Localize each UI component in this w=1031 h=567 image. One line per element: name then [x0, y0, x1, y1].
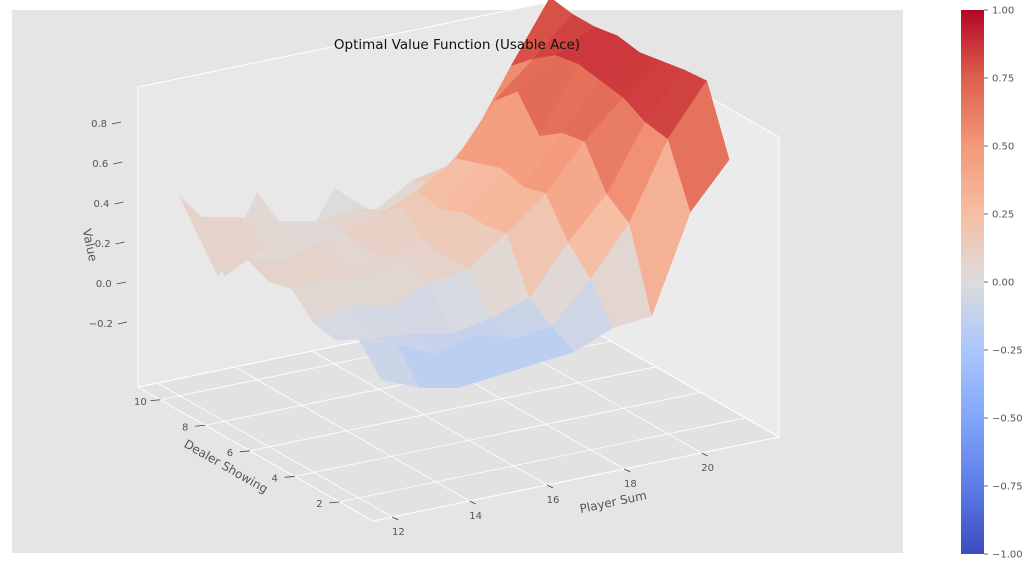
colorbar-tick-label: 0.25	[992, 210, 1014, 221]
gridline-x	[157, 382, 393, 518]
colorbar-tick-label: 0.50	[992, 142, 1014, 153]
chart-title: Optimal Value Function (Usable Ace)	[334, 37, 580, 53]
z-tick	[114, 201, 124, 205]
y-tick-label: 4	[271, 473, 277, 484]
y-tick	[329, 501, 340, 504]
gridline-x	[311, 350, 548, 486]
z-tick-label: 0.2	[95, 239, 111, 250]
y-tick	[239, 450, 250, 453]
x-tick	[392, 516, 399, 521]
y-tick-label: 6	[227, 448, 233, 459]
z-tick-label: 0.4	[93, 199, 109, 210]
z-tick	[115, 241, 125, 245]
x-tick-label: 12	[392, 527, 405, 538]
value-surface	[179, 0, 730, 389]
y-tick	[195, 424, 206, 427]
colorbar-tick-label: 0.00	[992, 278, 1014, 289]
colorbar-tick-label: −0.50	[992, 414, 1023, 425]
z-tick	[116, 281, 126, 285]
y-tick	[150, 399, 161, 402]
z-tick	[113, 161, 123, 165]
x-tick-label: 20	[701, 463, 714, 474]
x-tick	[546, 484, 554, 489]
colorbar-tick-label: −0.75	[992, 482, 1023, 493]
x-tick	[469, 500, 476, 505]
x-tick-label: 14	[469, 511, 482, 522]
z-tick-label: 0.6	[92, 159, 108, 170]
z-tick	[111, 121, 122, 125]
x-tick	[624, 468, 631, 473]
y-tick-label: 10	[134, 397, 147, 408]
z-tick	[117, 321, 128, 325]
gridline-y	[294, 391, 701, 477]
colorbar-ticks: 1.00 0.75 0.50 0.25 0.00 −0.25 −0.50 −0.75 −1.00	[984, 6, 1023, 561]
x-tick-label: 18	[624, 479, 637, 490]
z-tick-label: 0.0	[96, 279, 112, 290]
x-tick-label: 16	[547, 495, 560, 506]
colorbar	[961, 10, 984, 554]
gridline-y	[249, 366, 656, 452]
y-tick	[284, 475, 295, 478]
colorbar-tick-label: 0.75	[992, 74, 1014, 85]
z-tick-label: −0.2	[89, 319, 113, 330]
gridline-y	[339, 417, 746, 503]
surface-face	[667, 80, 730, 213]
colorbar-tick-label: 1.00	[992, 6, 1014, 17]
colorbar-tick-label: −1.00	[992, 550, 1023, 561]
z-tick-label: 0.8	[91, 119, 107, 130]
gridlines	[157, 315, 746, 518]
axis-ticks: 12 14 16 18 20 2 4 6 8 10 −0.2 0.0 0.2 0.4 0.6 0.8	[89, 119, 714, 538]
gridline-x	[234, 366, 470, 502]
y-tick-label: 2	[316, 499, 322, 510]
z-axis-label: Value	[80, 228, 101, 263]
colorbar-tick-label: −0.25	[992, 346, 1023, 357]
y-tick-label: 8	[182, 422, 188, 433]
x-tick	[701, 452, 708, 457]
